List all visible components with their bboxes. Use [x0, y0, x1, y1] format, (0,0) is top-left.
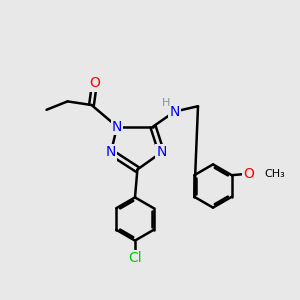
Text: Cl: Cl: [128, 251, 142, 265]
Text: O: O: [89, 76, 100, 90]
Text: O: O: [243, 167, 254, 181]
Text: N: N: [169, 105, 180, 118]
Text: CH₃: CH₃: [265, 169, 286, 179]
Text: N: N: [106, 146, 116, 159]
Text: N: N: [156, 146, 167, 159]
Text: H: H: [162, 98, 170, 108]
Text: N: N: [112, 120, 122, 134]
